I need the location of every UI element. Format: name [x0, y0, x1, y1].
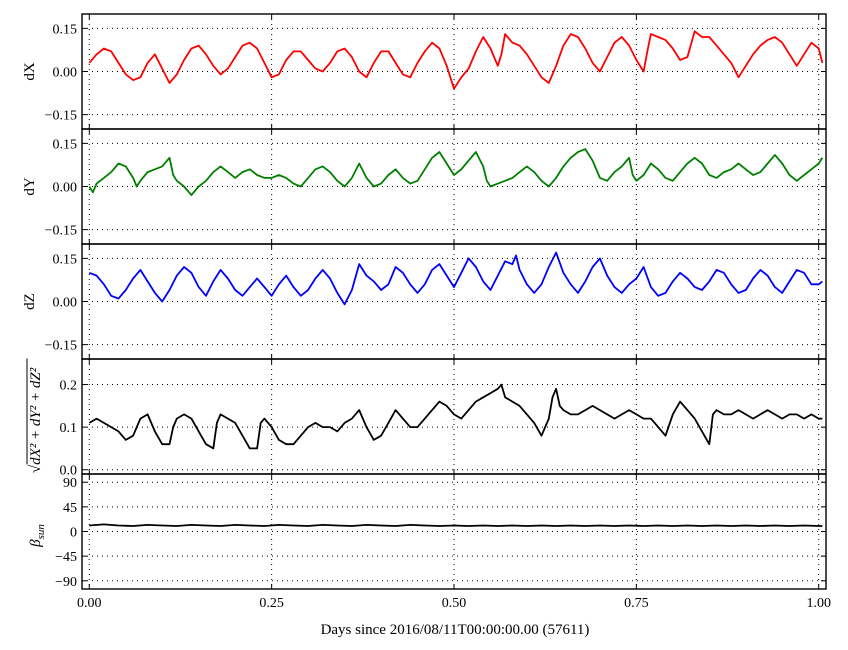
x-axis-label: Days since 2016/08/11T00:00:00.00 (57611…: [321, 622, 590, 638]
y-tick-label: 0.00: [53, 66, 78, 81]
y-tick-label: −0.15: [45, 109, 77, 124]
y-tick-label: −0.15: [45, 339, 77, 354]
panel-beta: −90 −45 0 45 90 βsun: [28, 473, 827, 590]
y-axis-label: dZ: [22, 293, 38, 310]
axes-frame: [81, 243, 827, 360]
axes-frame: [81, 128, 827, 245]
y-tick-label: 90: [63, 476, 77, 491]
panel-dy: −0.15 0.00 0.15 dY: [22, 128, 827, 245]
y-tick-label: −0.15: [45, 224, 77, 239]
y-axis-label: √dX² + dY² + dZ²: [28, 367, 44, 473]
x-tick-label: 0.25: [259, 596, 284, 611]
y-tick-label: 0.1: [60, 421, 78, 436]
axes-frame: [81, 358, 827, 475]
y-axis-label: βsun: [28, 524, 47, 548]
x-tick-label: 0.75: [624, 596, 649, 611]
y-axis-label: dY: [22, 177, 38, 196]
y-tick-label: 0.15: [53, 22, 78, 37]
axes-frame: [81, 13, 827, 130]
y-tick-label: 45: [63, 501, 77, 516]
y-tick-label: 0.15: [53, 137, 78, 152]
axes-frame: [81, 473, 827, 590]
y-axis-label: dX: [22, 62, 38, 81]
y-tick-label: 0.0: [60, 464, 78, 479]
panel-dr: 0.0 0.1 0.2 √dX² + dY² + dZ²: [26, 358, 827, 479]
y-tick-label: 0.15: [53, 252, 78, 267]
panel-dz: −0.15 0.00 0.15 dZ: [22, 243, 827, 360]
series-line-dz: [88, 251, 823, 306]
series-line-dx: [88, 30, 824, 90]
series-line-dy: [88, 148, 824, 196]
panel-dx: −0.15 0.00 0.15 dX: [22, 13, 827, 130]
x-tick-labels: 0.00 0.25 0.50 0.75 1.00: [77, 596, 831, 611]
y-tick-label: −90: [55, 575, 77, 590]
x-tick-label: 0.00: [77, 596, 102, 611]
y-tick-label: 0: [70, 526, 77, 541]
y-tick-label: 0.00: [53, 181, 78, 196]
y-tick-label: 0.2: [60, 379, 78, 394]
x-tick-label: 1.00: [806, 596, 831, 611]
x-tick-label: 0.50: [442, 596, 467, 611]
series-line-beta: [89, 523, 823, 527]
series-line-dr: [88, 383, 823, 450]
chart-panels: −0.150.000.15dX−0.150.000.15dY−0.150.000…: [22, 13, 827, 590]
y-tick-label: −45: [55, 550, 77, 565]
y-tick-label: 0.00: [53, 296, 78, 311]
